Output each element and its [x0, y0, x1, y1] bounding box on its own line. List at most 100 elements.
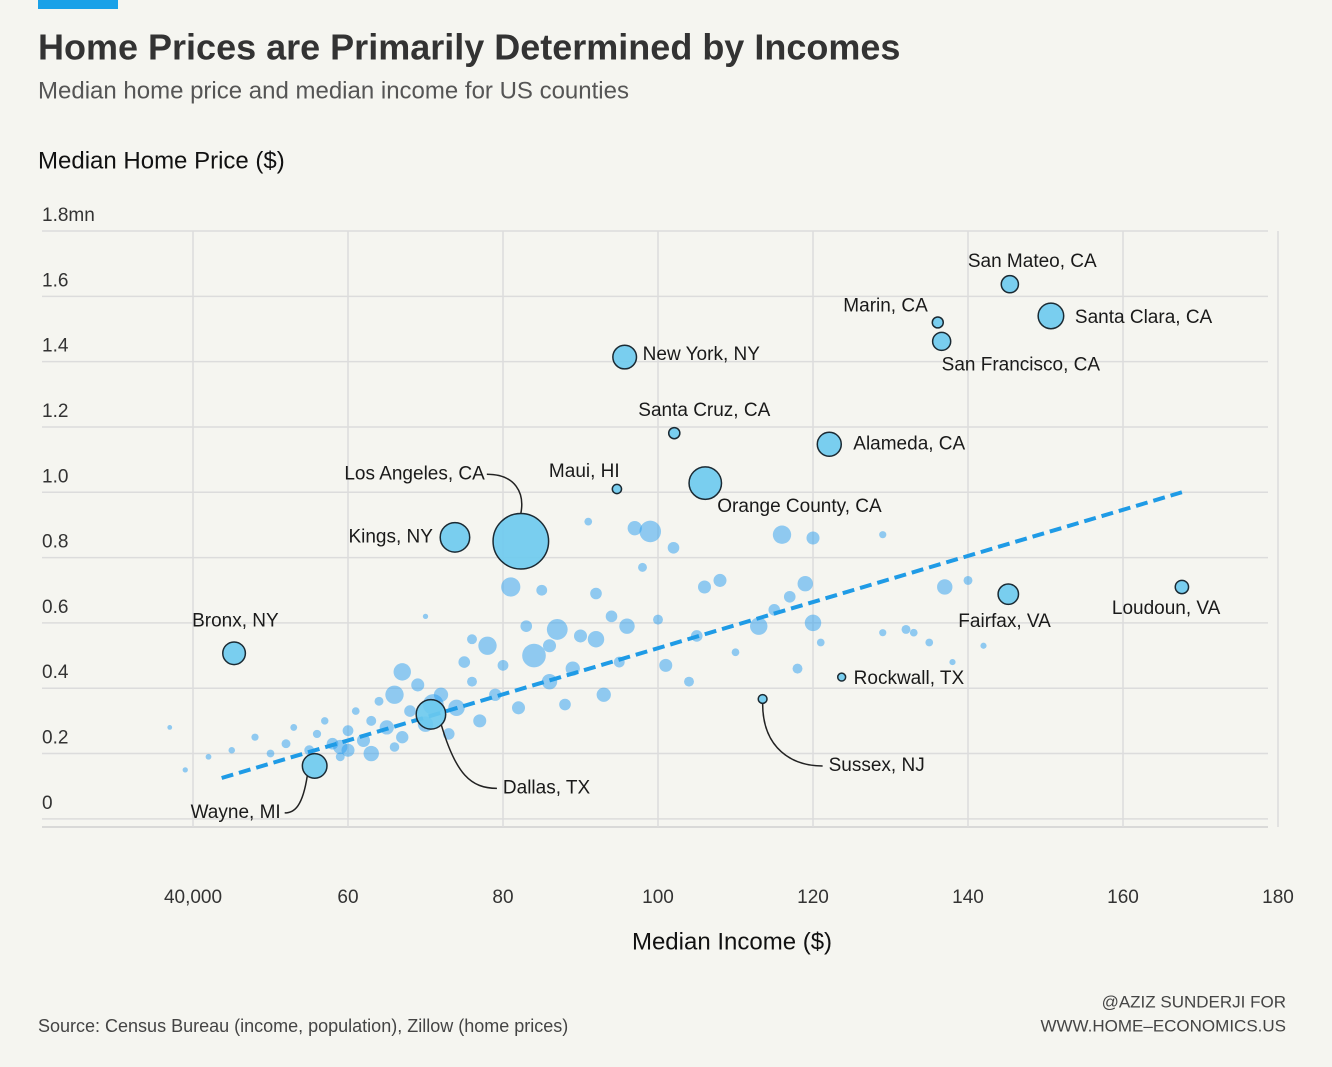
bubble	[659, 658, 673, 672]
leader	[284, 775, 309, 814]
bubble	[312, 729, 322, 739]
labeled-bubble	[439, 521, 471, 553]
chart-subtitle: Median home price and median income for …	[38, 77, 629, 104]
bubble	[963, 575, 973, 585]
bubble	[467, 676, 477, 687]
y-tick-label: 1.6	[42, 270, 68, 291]
bubble	[792, 663, 803, 674]
county-label: San Francisco, CA	[942, 354, 1101, 375]
x-tick-label: 180	[1262, 887, 1294, 908]
bubble	[321, 717, 329, 725]
bubble	[909, 628, 918, 637]
bubble	[458, 656, 471, 668]
bubble	[389, 742, 400, 752]
bubble	[281, 739, 291, 749]
labeled-bubble	[301, 752, 328, 779]
grid: 0 0.2 0.4 0.6 0.8 1.0 1.2 1.4 1.6 1.8mn 40,000 60 80…	[42, 205, 1294, 908]
bubble	[290, 723, 298, 731]
labeled-bubble	[931, 316, 945, 329]
bubble	[489, 688, 502, 701]
bubble	[879, 629, 887, 637]
county-label: San Mateo, CA	[968, 251, 1097, 272]
bubble	[573, 629, 588, 643]
bubble	[342, 725, 354, 737]
county-label: Bronx, NY	[192, 610, 279, 631]
bubble	[653, 614, 663, 625]
county-label: Sussex, NJ	[829, 755, 925, 776]
y-tick-label: 1.8mn	[42, 205, 95, 226]
labeled-bubble	[997, 583, 1020, 606]
bubble	[797, 575, 813, 592]
bubble	[619, 618, 635, 634]
bubble	[411, 678, 425, 692]
labeled-bubble	[1174, 579, 1190, 595]
county-label: Rockwall, TX	[854, 668, 965, 689]
bubble	[335, 752, 345, 762]
county-label: Fairfax, VA	[958, 611, 1051, 632]
bubble	[341, 743, 355, 757]
labeled-bubble	[611, 483, 623, 495]
bubble	[522, 643, 546, 668]
bubble	[511, 701, 526, 715]
source: Source: Census Bureau (income, populatio…	[38, 1016, 568, 1036]
bubble	[266, 749, 275, 758]
bubble	[804, 614, 822, 632]
bubble	[520, 620, 533, 632]
bubble	[731, 648, 740, 657]
bubble	[501, 577, 521, 597]
bubble	[559, 698, 571, 711]
accent-bar	[38, 0, 118, 9]
bubble	[667, 541, 680, 554]
bubble	[713, 573, 727, 587]
labeled-bubble	[757, 693, 768, 705]
bubble	[697, 580, 712, 594]
bubble	[901, 624, 911, 634]
county-label: Loudoun, VA	[1112, 598, 1221, 619]
bubble	[205, 753, 212, 760]
labeled-bubble	[688, 466, 723, 501]
y-tick-label: 1.2	[42, 401, 68, 422]
bubble	[684, 676, 694, 687]
bubble	[393, 663, 411, 681]
bubble	[473, 714, 487, 728]
x-tick-label: 160	[1107, 887, 1139, 908]
bubble	[816, 638, 825, 647]
county-label: Kings, NY	[348, 526, 433, 547]
bubble	[478, 636, 497, 655]
county-label: Santa Clara, CA	[1075, 307, 1213, 328]
bubble	[546, 619, 568, 640]
county-label: Los Angeles, CA	[344, 463, 485, 484]
bubble	[750, 617, 768, 635]
bubble	[404, 705, 416, 717]
bubble	[182, 767, 188, 773]
x-tick-label: 60	[337, 887, 358, 908]
bubble	[541, 673, 558, 690]
labeled-bubble	[816, 431, 843, 457]
labeled-bubble	[612, 344, 638, 370]
y-tick-label: 0.4	[42, 662, 69, 683]
county-label: Orange County, CA	[717, 496, 882, 517]
bubble	[639, 520, 662, 543]
x-tick-label: 100	[642, 887, 674, 908]
bubble	[772, 525, 792, 544]
chart-title: Home Prices are Primarily Determined by …	[38, 27, 900, 68]
bubble	[167, 725, 173, 730]
trend-line	[221, 490, 1183, 780]
county-label: Maui, HI	[549, 461, 620, 482]
county-label: Marin, CA	[843, 295, 928, 316]
bubble	[497, 659, 509, 671]
x-tick-label: 40,000	[164, 887, 222, 908]
bubble	[467, 634, 477, 645]
x-axis-title: Median Income ($)	[632, 928, 832, 955]
annotations: San Mateo, CA Marin, CA Santa Clara, CA San…	[191, 251, 1221, 823]
y-tick-label: 0.2	[42, 728, 68, 749]
labeled-bubble	[415, 698, 447, 730]
bubble	[627, 521, 642, 536]
bubble	[949, 659, 956, 666]
bubble	[925, 638, 934, 647]
credit: WWW.HOME–ECONOMICS.US	[1040, 1016, 1286, 1035]
county-label: Dallas, TX	[503, 777, 591, 798]
county-label: Alameda, CA	[853, 433, 965, 454]
county-label: Santa Cruz, CA	[638, 400, 770, 421]
